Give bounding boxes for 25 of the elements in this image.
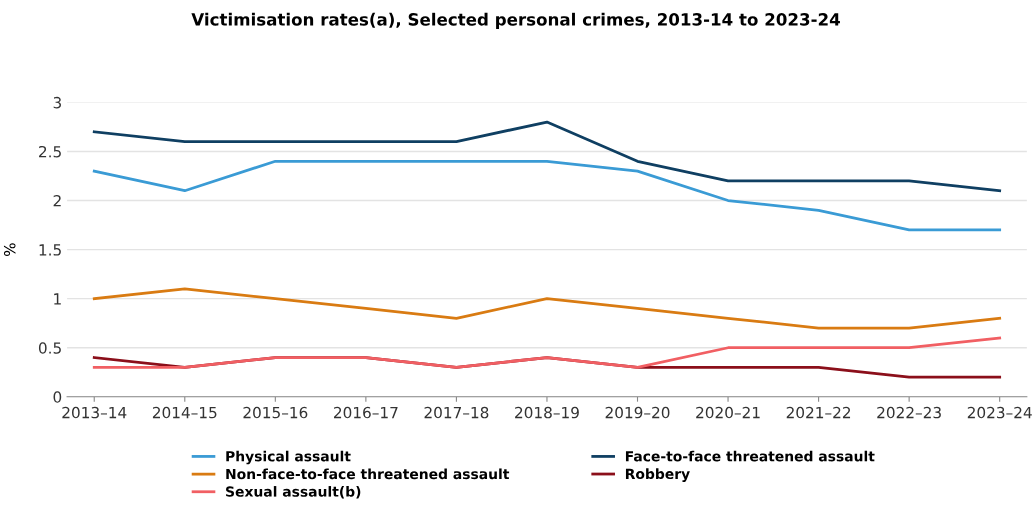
y-tick-label: 3 (53, 96, 61, 109)
x-tick-label: 2015–16 (243, 406, 308, 419)
y-tick-label: 2 (53, 195, 61, 207)
x-tick-label: 2013–14 (62, 406, 127, 419)
x-tick-label: 2022–23 (877, 406, 941, 419)
x-tick-label: 2023–24 (967, 406, 1032, 419)
legend-label: Physical assault (226, 450, 351, 465)
legend-label: Face-to-face threatened assault (625, 450, 875, 462)
x-tick-label: 2018–19 (515, 406, 579, 419)
x-tick-label: 2021–22 (786, 406, 851, 419)
chart-title: Victimisation rates(a), Selected personal crimes, 2013-14 to 2023-24 (191, 12, 840, 29)
x-tick-label: 2017–18 (424, 406, 489, 419)
y-tick-label: 1.5 (39, 244, 61, 256)
legend-label: Robbery (625, 468, 690, 482)
y-tick-label: 2.5 (39, 145, 61, 158)
legend-label: Non-face-to-face threatened assault (226, 468, 510, 480)
y-tick-label: 1 (54, 293, 61, 305)
y-tick-label: 0.5 (38, 342, 61, 354)
x-tick-label: 2014–15 (152, 406, 217, 419)
x-tick-label: 2019–20 (605, 406, 670, 419)
x-tick-label: 2020–21 (696, 406, 760, 419)
y-tick-label: 0 (53, 391, 62, 403)
x-tick-label: 2016–17 (334, 406, 398, 419)
legend-label: Sexual assault(b) (226, 486, 361, 499)
y-axis-title: % (3, 243, 16, 257)
